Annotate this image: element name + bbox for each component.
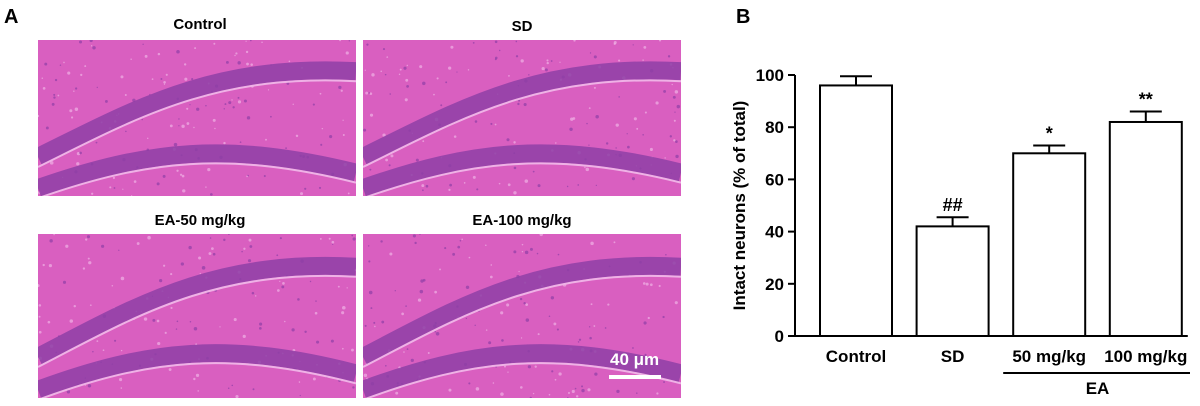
bar-chart: 0 20 40 60 80 100 Intact neurons (% of total) C…: [730, 66, 1190, 398]
y-tick-label: 0: [775, 327, 784, 346]
significance-label-3: **: [1139, 90, 1153, 110]
group-label: EA: [1086, 379, 1110, 398]
y-tick-label: 60: [765, 170, 784, 189]
scale-bar: [609, 375, 661, 379]
significance-label-1: ##: [943, 195, 963, 215]
image-title-sd: SD: [511, 18, 533, 35]
y-tick-label: 40: [765, 223, 784, 242]
bar-3: [1108, 120, 1183, 338]
micrograph-control: [38, 40, 356, 196]
micrograph-sd: [363, 40, 681, 196]
y-tick-label: 100: [756, 66, 784, 85]
image-title-ea100: EA-100 mg/kg: [472, 212, 572, 229]
x-tick-label-3: 100 mg/kg: [1104, 347, 1187, 366]
x-tick-label-0: Control: [826, 347, 886, 366]
x-tick-label-2: 50 mg/kg: [1012, 347, 1086, 366]
y-axis-label: Intact neurons (% of total): [730, 101, 749, 311]
image-title-control: Control: [173, 16, 227, 33]
x-tick-label-1: SD: [941, 347, 965, 366]
scale-bar-label: 40 μm: [610, 350, 660, 369]
bar-0: [819, 84, 893, 337]
panel-b-label: B: [736, 6, 751, 28]
y-tick-label: 20: [765, 275, 784, 294]
bar-1: [915, 225, 990, 338]
bar-2: [1012, 152, 1087, 337]
significance-label-2: *: [1046, 123, 1053, 143]
micrograph-ea100: [363, 234, 681, 398]
panel-a-label: A: [4, 6, 19, 28]
micrograph-ea50: [38, 234, 356, 398]
image-title-ea50: EA-50 mg/kg: [154, 212, 246, 229]
y-tick-label: 80: [765, 118, 784, 137]
